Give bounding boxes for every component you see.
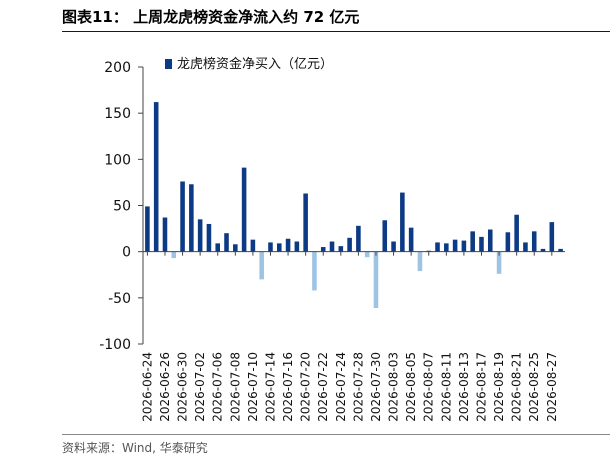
bar-chart: -100 -50 0 50 100 150 200 2026-06-24 2026-06-26 2… (99, 56, 565, 422)
x-tick-label: 2026-08-21 (510, 352, 524, 422)
bar (224, 233, 229, 252)
x-tick-label: 2026-08-19 (492, 352, 506, 422)
x-tick-label: 2026-07-30 (369, 352, 383, 422)
legend-label: 龙虎榜资金净买入（亿元） (177, 56, 333, 72)
bar (320, 247, 326, 252)
chart-title: 图表11： 上周龙虎榜资金净流入约 72 亿元 (62, 8, 360, 26)
bar (364, 251, 370, 258)
x-tick-label: 2026-06-30 (176, 352, 190, 422)
bar (250, 239, 256, 252)
legend-swatch (165, 59, 172, 69)
x-tick-label: 2026-08-11 (439, 352, 453, 422)
bar (171, 251, 177, 259)
bar (461, 240, 467, 252)
bar (180, 181, 185, 252)
bar (215, 243, 221, 252)
bar (162, 217, 168, 252)
x-tick-label: 2026-07-02 (193, 352, 207, 422)
footer-divider (62, 434, 610, 435)
bar (294, 241, 300, 252)
bar (487, 229, 493, 252)
x-tick-label: 2026-07-22 (316, 352, 330, 422)
bar (435, 242, 440, 252)
bar (259, 251, 264, 280)
title-divider (62, 31, 610, 32)
bar (531, 231, 537, 252)
bar (233, 244, 238, 252)
x-tick-label: 2026-08-25 (527, 352, 541, 422)
bar (391, 241, 396, 252)
bar (153, 102, 159, 252)
bar (285, 238, 291, 252)
source-note: 资料来源：Wind, 华泰研究 (62, 441, 208, 455)
y-tick-label: 50 (113, 199, 131, 215)
x-tick-label: 2026-07-08 (228, 352, 242, 422)
y-tick-label: -50 (108, 291, 131, 307)
bar (505, 232, 511, 252)
bar (206, 223, 212, 252)
x-tick-label: 2026-08-17 (474, 352, 488, 422)
x-tick-label: 2026-07-06 (211, 352, 225, 422)
bar (347, 237, 352, 252)
x-tick-label: 2026-07-14 (263, 352, 277, 422)
x-tick-label: 2026-08-03 (387, 352, 401, 422)
bar (303, 193, 308, 252)
y-tick-label: 100 (104, 152, 131, 168)
bar (479, 236, 484, 252)
bar (329, 241, 335, 252)
bar (312, 251, 317, 291)
bar (197, 219, 203, 252)
bar (444, 243, 449, 252)
x-tick-label: 2026-07-10 (246, 352, 260, 422)
x-tick-label: 2026-06-24 (140, 352, 154, 422)
y-tick-label: -100 (99, 337, 131, 353)
x-tick-label: 2026-08-05 (404, 352, 418, 422)
bar (496, 251, 502, 274)
bar (276, 243, 282, 252)
x-tick-label: 2026-07-24 (334, 352, 348, 422)
x-tick-label: 2026-08-27 (545, 352, 559, 422)
bar (189, 184, 194, 252)
bar (514, 214, 519, 252)
bar (470, 231, 475, 252)
bar (382, 220, 388, 252)
bar (558, 248, 563, 252)
bar (417, 251, 423, 272)
y-tick-label: 150 (104, 106, 131, 122)
x-tick-label: 2026-08-13 (457, 352, 471, 422)
x-tick-label: 2026-07-28 (351, 352, 365, 422)
x-tick-label: 2026-07-20 (299, 352, 313, 422)
x-tick-label: 2026-08-07 (422, 352, 436, 422)
bar (452, 239, 458, 252)
bar (400, 192, 405, 252)
bar (523, 242, 528, 252)
y-tick-label: 0 (122, 245, 131, 261)
bar (241, 167, 247, 252)
bar (356, 225, 361, 252)
bar (338, 246, 344, 252)
bar (549, 222, 555, 252)
y-tick-label: 200 (104, 60, 131, 76)
bar (145, 206, 150, 252)
x-tick-label: 2026-07-16 (281, 352, 295, 422)
x-tick-label: 2026-06-26 (158, 352, 172, 422)
bar (408, 227, 414, 252)
bar (268, 242, 273, 252)
bar (373, 251, 379, 308)
bar (540, 248, 546, 252)
